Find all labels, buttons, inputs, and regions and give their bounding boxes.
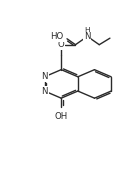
Text: H: H bbox=[85, 27, 90, 33]
Text: N: N bbox=[41, 87, 48, 95]
Text: OH: OH bbox=[55, 112, 68, 121]
Text: N: N bbox=[84, 32, 91, 41]
Text: O: O bbox=[58, 40, 65, 49]
Text: HO: HO bbox=[50, 32, 63, 41]
Text: N: N bbox=[41, 72, 48, 81]
